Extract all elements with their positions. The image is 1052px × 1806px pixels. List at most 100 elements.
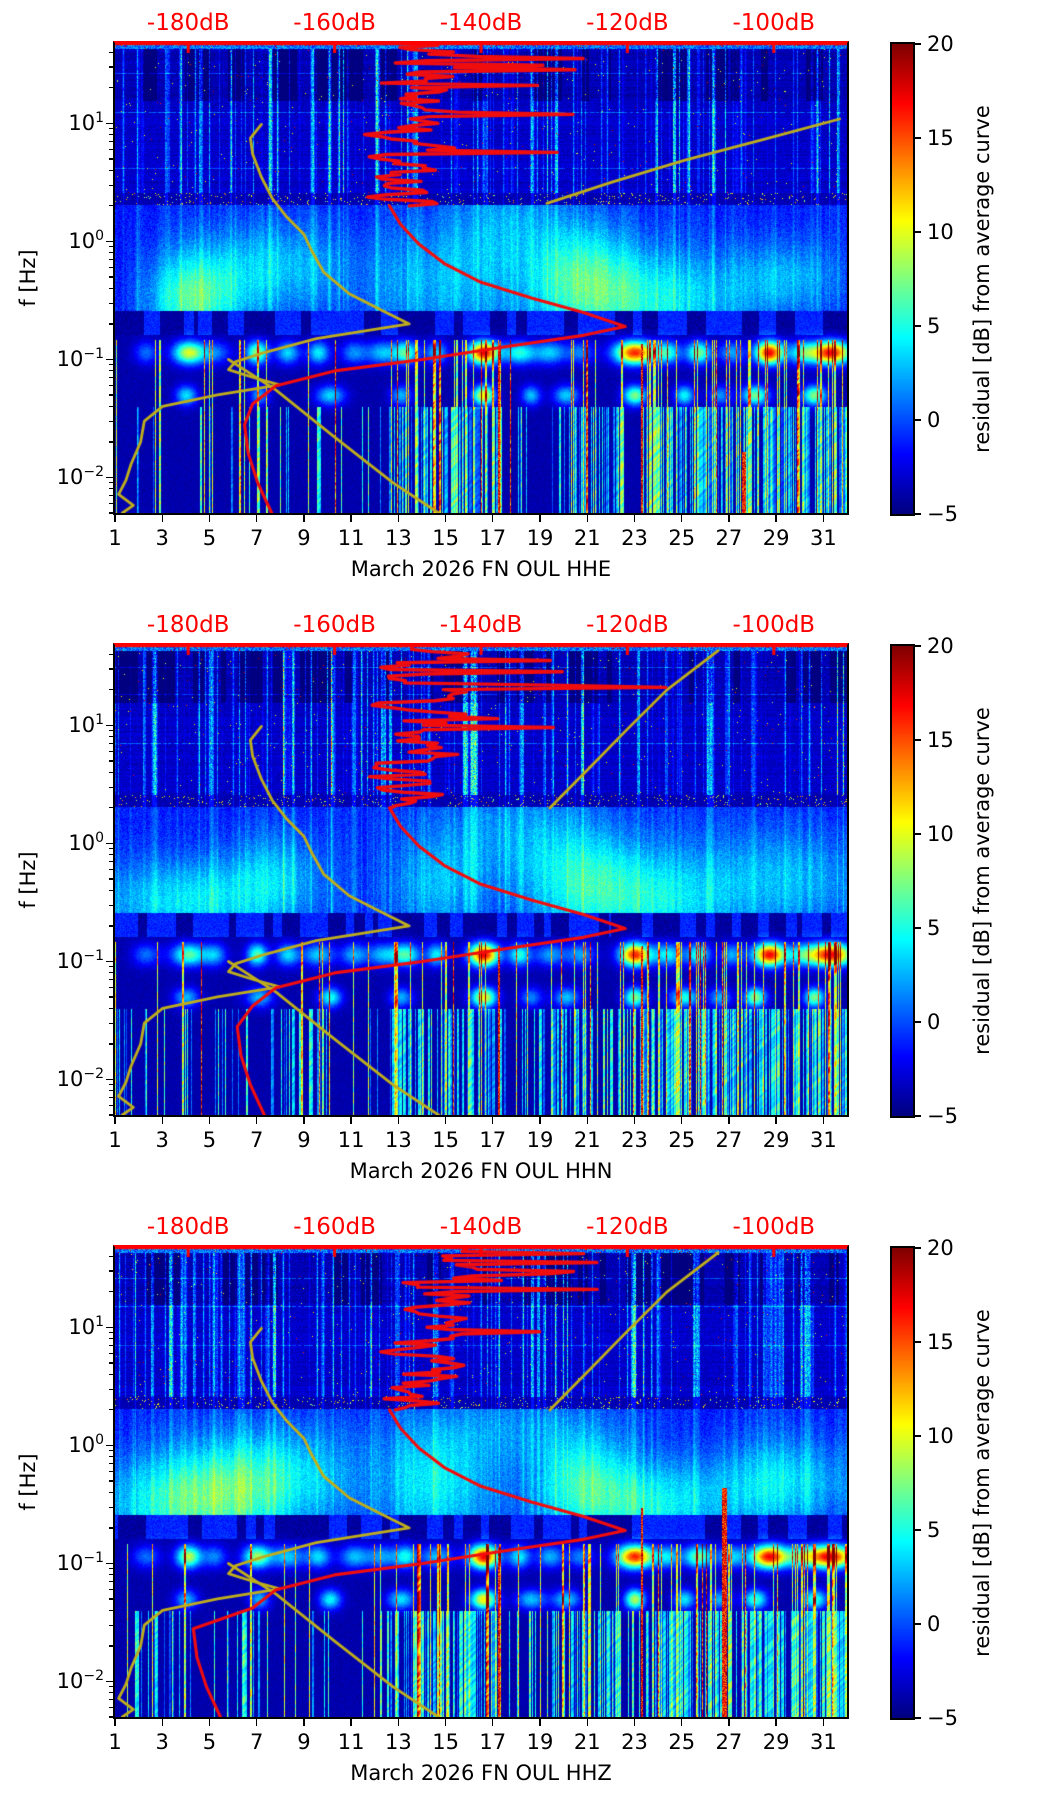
x-tick-label: 17 (479, 526, 507, 550)
y-minor-tick (109, 760, 113, 762)
y-minor-tick (109, 653, 113, 655)
x-tick-label: 15 (432, 1128, 459, 1152)
colorbar (890, 1246, 915, 1720)
x-tick-label: 31 (810, 1730, 837, 1754)
y-minor-tick (109, 1716, 113, 1718)
x-tick (208, 1117, 211, 1124)
y-minor-tick (109, 1270, 113, 1272)
colorbar-tick-label: 20 (927, 32, 954, 56)
x-tick-label: 25 (668, 526, 696, 550)
y-minor-tick (109, 51, 113, 53)
y-minor-tick (109, 1450, 113, 1452)
y-tick-label: 10−1 (56, 346, 104, 372)
top-axis-label: -180dB (146, 10, 230, 36)
x-tick (492, 1719, 494, 1726)
x-tick-label: 15 (432, 1730, 459, 1754)
y-minor-tick (109, 1456, 113, 1458)
y-tick (106, 1326, 113, 1329)
x-tick (492, 515, 494, 522)
y-minor-tick (109, 904, 113, 906)
y-minor-tick (109, 1255, 113, 1257)
y-tick-label: 10−2 (56, 1668, 104, 1694)
x-tick-label: 1 (108, 526, 122, 550)
x-tick (586, 1117, 588, 1124)
x-tick-label: 5 (202, 526, 217, 550)
y-minor-tick (109, 668, 113, 670)
x-tick (586, 1719, 588, 1726)
y-minor-tick (109, 259, 113, 261)
y-minor-tick (109, 158, 113, 160)
y-minor-tick (109, 1084, 113, 1086)
y-minor-tick (109, 1352, 113, 1355)
colorbar-tick-label: 15 (927, 1330, 954, 1354)
x-axis-label: March 2026 FN OUL HHZ (350, 1761, 612, 1785)
colorbar-tick-label: 5 (927, 314, 941, 338)
panel-hhz: -180dB -160dB -140dB -120dB -100dB 1 3 5 7 9 11 13 1… (0, 1204, 1052, 1806)
x-tick-label: 21 (573, 526, 601, 550)
x-tick-label: 25 (668, 1730, 696, 1754)
x-tick (492, 1117, 494, 1124)
y-minor-tick (109, 169, 113, 171)
y-minor-tick (109, 1007, 113, 1009)
y-minor-tick (109, 394, 113, 396)
x-tick (539, 515, 541, 522)
x-tick-label: 11 (337, 526, 365, 550)
y-minor-tick (109, 1581, 113, 1583)
x-tick-label: 1 (108, 1730, 122, 1754)
colorbar-tick (915, 1623, 921, 1625)
y-minor-tick (109, 364, 113, 366)
y-minor-tick (109, 1114, 113, 1116)
y-minor-tick (109, 1409, 113, 1411)
colorbar-tick (915, 1021, 921, 1023)
x-tick (681, 1719, 683, 1726)
colorbar-tick (915, 833, 921, 835)
y-minor-tick (109, 1609, 113, 1611)
x-tick-label: 25 (668, 1128, 696, 1152)
y-minor-tick (109, 1589, 113, 1591)
x-tick-label: 3 (155, 526, 169, 550)
y-minor-tick (109, 966, 113, 968)
y-minor-tick (109, 1598, 113, 1600)
y-tick (106, 1444, 113, 1447)
top-axis-label: -160dB (293, 10, 376, 36)
y-minor-tick (109, 1480, 113, 1482)
y-minor-tick (109, 252, 113, 254)
top-axis-label: -140dB (439, 10, 523, 36)
x-tick (586, 515, 588, 522)
top-axis-label: -120dB (586, 1214, 669, 1240)
x-tick-label: 17 (479, 1128, 507, 1152)
colorbar-tick-label: 20 (927, 1236, 954, 1260)
y-tick (106, 1680, 113, 1683)
top-axis-label: -160dB (293, 612, 376, 638)
y-minor-tick (109, 134, 113, 136)
y-minor-tick (109, 1332, 113, 1334)
colorbar-gradient (892, 646, 913, 1116)
y-minor-tick (109, 807, 113, 809)
y-tick (106, 960, 113, 963)
y-minor-tick (109, 730, 113, 732)
y-minor-tick (109, 287, 113, 289)
y-minor-tick (109, 405, 113, 407)
y-minor-tick (109, 128, 113, 130)
y-minor-tick (109, 996, 113, 998)
top-axis-label: -140dB (439, 612, 523, 638)
colorbar-tick (915, 1717, 921, 1719)
x-tick-label: 29 (762, 1730, 790, 1754)
y-minor-tick (109, 66, 113, 68)
y-minor-tick (109, 1362, 113, 1364)
x-tick (728, 1117, 730, 1124)
y-minor-tick (109, 512, 113, 514)
y-tick-label: 100 (68, 228, 104, 254)
x-tick-label: 29 (762, 1128, 790, 1152)
colorbar-tick-label: 0 (927, 1010, 941, 1034)
x-tick (822, 1719, 825, 1726)
x-tick (681, 515, 683, 522)
y-minor-tick (109, 889, 113, 891)
y-minor-tick (109, 987, 113, 989)
x-tick-label: 7 (249, 1128, 264, 1152)
y-minor-tick (109, 750, 113, 753)
colorbar-tick (915, 1529, 921, 1531)
y-minor-tick (109, 689, 113, 691)
x-tick (114, 1719, 116, 1726)
x-tick-label: 7 (249, 526, 264, 550)
